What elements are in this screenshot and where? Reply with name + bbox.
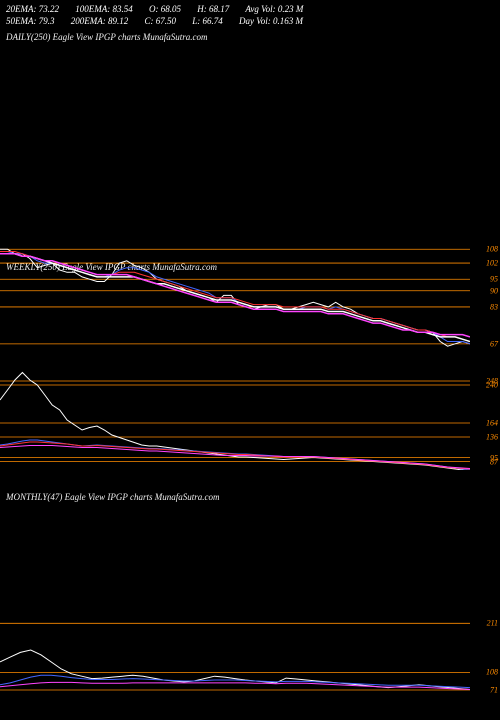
monthly-title: MONTHLY(47) Eagle View IPGP charts Munaf…: [6, 492, 219, 502]
grid-label: 87: [490, 457, 498, 466]
ema50-label: 50EMA: 79.3: [6, 16, 55, 26]
grid-label: 102: [486, 259, 498, 268]
low-label: L: 66.74: [192, 16, 223, 26]
header-row-2: 50EMA: 79.3 200EMA: 89.12 C: 67.50 L: 66…: [6, 16, 317, 26]
dayvol-label: Day Vol: 0.163 M: [239, 16, 303, 26]
ema200-label: 200EMA: 89.12: [71, 16, 129, 26]
grid-label: 164: [486, 419, 498, 428]
daily-title: DAILY(250) Eagle View IPGP charts Munafa…: [6, 32, 207, 42]
avgvol-label: Avg Vol: 0.23 M: [245, 4, 303, 14]
daily-chart-panel: [0, 240, 470, 360]
weekly-chart-panel: [0, 370, 470, 470]
grid-label: 108: [486, 245, 498, 254]
grid-label: 90: [490, 286, 498, 295]
grid-label: 108: [486, 668, 498, 677]
grid-label: 71: [490, 686, 498, 695]
grid-label: 83: [490, 302, 498, 311]
grid-label: 95: [490, 275, 498, 284]
ema20-label: 20EMA: 73.22: [6, 4, 59, 14]
grid-label: 67: [490, 339, 498, 348]
header-row-1: 20EMA: 73.22 100EMA: 83.54 O: 68.05 H: 6…: [6, 4, 317, 14]
ema100-label: 100EMA: 83.54: [75, 4, 133, 14]
grid-label: 136: [486, 433, 498, 442]
close-label: C: 67.50: [145, 16, 177, 26]
open-label: O: 68.05: [149, 4, 181, 14]
monthly-chart-panel: [0, 600, 470, 700]
grid-label: 240: [486, 381, 498, 390]
high-label: H: 68.17: [197, 4, 229, 14]
grid-label: 211: [487, 619, 498, 628]
